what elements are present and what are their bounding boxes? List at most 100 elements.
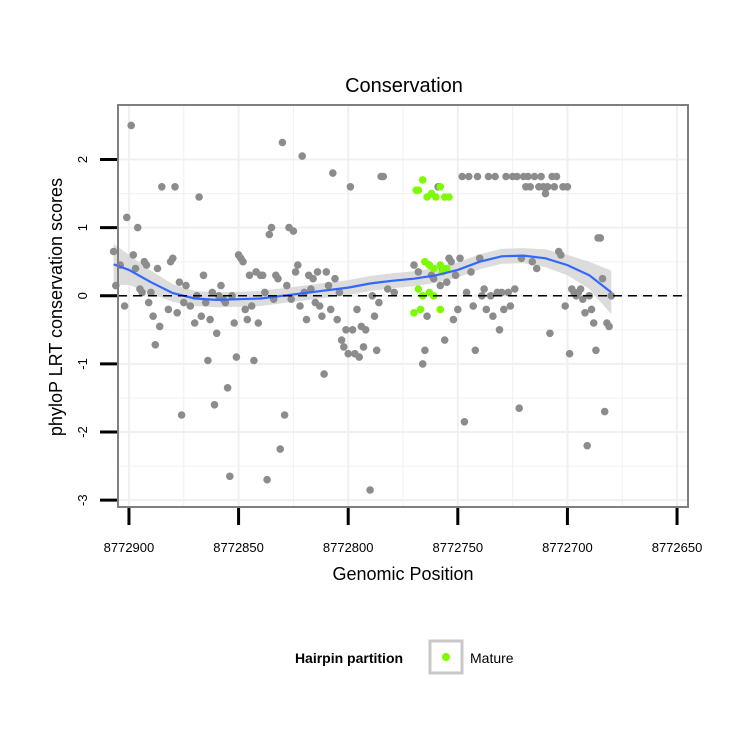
other-point [495,326,504,334]
other-point [583,441,591,450]
other-point [546,329,554,338]
other-point [180,298,188,307]
x-axis: 8772900 8772850 8772800 8772750 8772700 87726… [104,508,702,555]
other-point [410,261,418,269]
other-point [331,274,339,283]
other-point [447,257,456,266]
other-point [298,152,307,160]
other-point [383,285,392,293]
other-point [484,172,493,181]
other-point [127,121,135,130]
other-point [344,349,353,358]
other-point [543,183,552,191]
other-point [552,172,561,181]
other-point [287,295,296,304]
other-point [182,281,190,290]
other-point [353,305,361,314]
other-point [274,274,282,283]
other-point [307,285,315,293]
other-point [565,349,574,358]
other-point [598,274,607,283]
other-point [313,268,322,276]
other-point [449,315,458,324]
other-point [607,292,616,300]
other-point [587,305,596,314]
other-point [581,309,589,317]
other-point [164,305,173,314]
other-point [491,172,499,181]
other-point [460,418,469,426]
y-axis: -3 -2 -1 0 1 2 [75,156,117,506]
other-point [291,268,300,276]
other-point [175,278,184,287]
other-point [513,172,521,181]
other-point [469,302,478,310]
mature-point [443,264,451,273]
smooth-band-layer [113,244,612,315]
plot-border [117,104,689,508]
mature-point [414,186,423,194]
mature-point [445,193,453,201]
other-point [302,315,311,324]
mature-point [418,176,427,184]
other-point [212,329,221,338]
other-point [340,343,348,351]
other-point [315,302,324,310]
other-point [138,288,146,297]
other-point [243,315,252,324]
other-point [265,230,274,239]
other-point [361,326,370,334]
x-tick-label: 8772900 [104,540,155,555]
other-point [217,281,225,290]
other-point [142,261,151,269]
other-point [440,336,449,344]
other-point [600,407,609,416]
other-point [557,251,565,259]
y-tick-label: 1 [75,224,90,231]
other-point [515,404,523,413]
other-point [129,251,138,259]
points-layer [109,121,616,494]
other-point [120,302,129,310]
other-point [147,288,155,297]
other-point [375,298,383,307]
other-point [592,346,600,355]
other-point [486,292,495,300]
other-point [109,247,118,256]
y-tick-label: -2 [75,426,90,438]
other-point [232,353,241,361]
other-point [329,169,337,177]
other-point [528,257,537,266]
mature-point [436,261,445,269]
other-point [511,285,519,293]
other-point [333,315,342,324]
other-point [173,309,181,317]
other-point [436,281,445,290]
other-point [504,288,512,297]
legend-key-mature-marker [442,653,450,661]
mature-point [414,285,423,293]
other-point [596,234,605,242]
other-point [589,319,598,327]
other-point [366,486,374,494]
other-point [133,223,142,232]
legend-label-mature: Mature [470,650,514,666]
other-point [309,274,317,283]
other-point [247,302,256,310]
other-point [320,370,328,378]
other-point [335,288,344,297]
other-point [480,285,488,293]
smooth-trend-line [113,254,612,302]
other-point [204,356,212,365]
other-point [467,268,475,276]
other-point [263,475,271,484]
other-point [278,138,287,147]
other-point [208,288,217,297]
other-point [261,288,269,297]
other-point [318,312,326,321]
other-point [579,295,587,304]
mature-point [429,264,438,273]
other-point [241,305,249,314]
mature-point [416,305,425,314]
